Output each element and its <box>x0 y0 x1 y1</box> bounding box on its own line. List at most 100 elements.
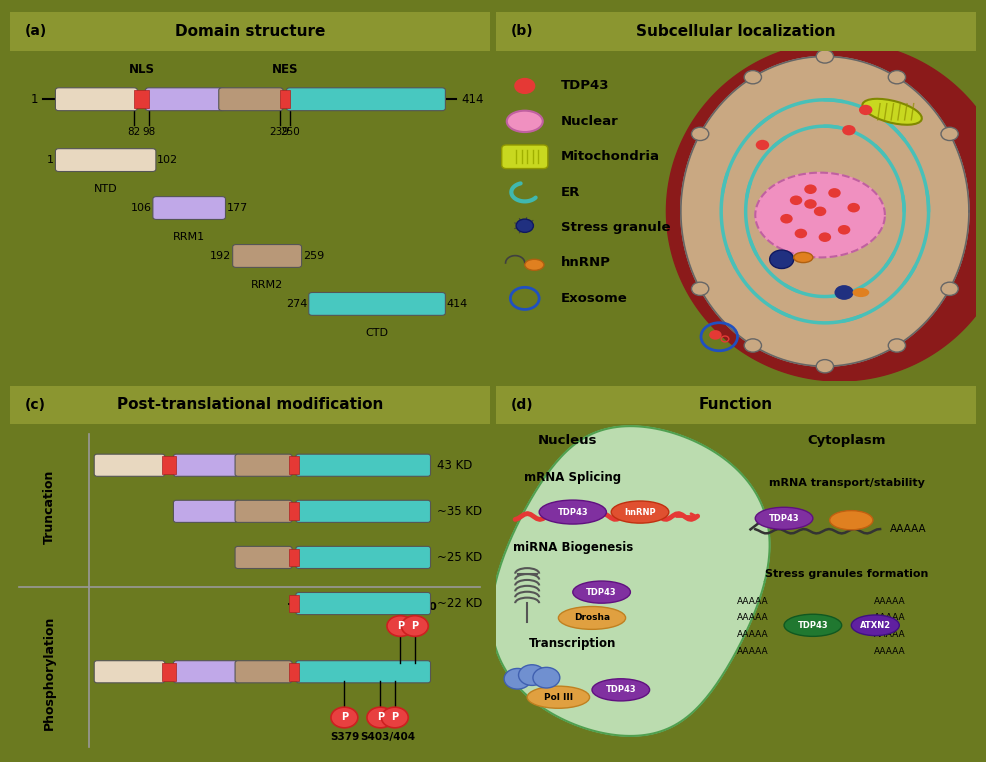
Text: Stress granules formation: Stress granules formation <box>765 568 928 578</box>
Text: 102: 102 <box>158 155 178 165</box>
Bar <box>289 502 299 520</box>
Circle shape <box>859 104 873 115</box>
Polygon shape <box>667 42 986 381</box>
Circle shape <box>941 127 958 140</box>
Text: TDP43: TDP43 <box>605 685 636 694</box>
Text: Transcription: Transcription <box>529 637 616 650</box>
Circle shape <box>516 219 533 232</box>
FancyBboxPatch shape <box>235 661 292 683</box>
Text: Pol III: Pol III <box>544 693 573 702</box>
Text: 414: 414 <box>461 93 484 106</box>
Text: (d): (d) <box>511 398 533 411</box>
Text: AAAAA: AAAAA <box>738 630 769 639</box>
Ellipse shape <box>592 679 650 701</box>
Bar <box>10 12 490 51</box>
Text: 259: 259 <box>303 251 324 261</box>
FancyBboxPatch shape <box>296 593 431 615</box>
Circle shape <box>532 668 560 688</box>
Text: P: P <box>341 712 348 722</box>
Circle shape <box>367 707 393 728</box>
Text: 239: 239 <box>270 127 290 137</box>
Text: 1: 1 <box>47 155 54 165</box>
Bar <box>496 386 976 424</box>
Ellipse shape <box>755 507 812 530</box>
Text: AAAAA: AAAAA <box>738 613 769 623</box>
Text: S379: S379 <box>329 732 359 741</box>
Circle shape <box>834 285 854 300</box>
Text: Post-translational modification: Post-translational modification <box>116 397 384 412</box>
Circle shape <box>790 196 803 205</box>
Ellipse shape <box>528 686 590 709</box>
FancyBboxPatch shape <box>287 88 446 110</box>
Text: NTD: NTD <box>94 184 117 194</box>
Polygon shape <box>755 173 884 258</box>
Text: Domain structure: Domain structure <box>175 24 325 39</box>
Text: P: P <box>391 712 398 722</box>
Text: Exosome: Exosome <box>561 292 627 305</box>
Text: TDP43: TDP43 <box>769 514 800 523</box>
Bar <box>10 386 490 424</box>
Text: TDP43: TDP43 <box>587 588 617 597</box>
Text: Mitochondria: Mitochondria <box>561 150 660 163</box>
Text: 192: 192 <box>210 251 232 261</box>
FancyBboxPatch shape <box>502 145 548 168</box>
Text: CTD: CTD <box>366 328 388 338</box>
Circle shape <box>755 139 769 150</box>
FancyBboxPatch shape <box>296 454 431 476</box>
Text: ER: ER <box>561 186 580 199</box>
Text: AAAAA: AAAAA <box>874 597 905 606</box>
Circle shape <box>770 250 794 268</box>
Bar <box>280 91 290 108</box>
Text: (b): (b) <box>511 24 533 38</box>
Text: Subcellular localization: Subcellular localization <box>636 24 836 39</box>
Ellipse shape <box>507 110 542 132</box>
FancyBboxPatch shape <box>174 661 241 683</box>
Bar <box>289 456 299 474</box>
Text: Stress granule: Stress granule <box>561 221 670 234</box>
FancyBboxPatch shape <box>95 661 165 683</box>
Text: 82: 82 <box>127 127 141 137</box>
Ellipse shape <box>851 615 899 636</box>
Circle shape <box>828 188 841 197</box>
Text: S403/404: S403/404 <box>360 732 415 741</box>
Text: (a): (a) <box>25 24 46 38</box>
Text: AAAAA: AAAAA <box>874 647 905 655</box>
Text: ~22 KD: ~22 KD <box>437 597 482 610</box>
FancyBboxPatch shape <box>296 546 431 568</box>
Text: mRNA transport/stability: mRNA transport/stability <box>768 479 925 488</box>
Text: P: P <box>411 621 418 631</box>
Text: 414: 414 <box>447 299 468 309</box>
Bar <box>496 12 976 51</box>
FancyBboxPatch shape <box>296 501 431 523</box>
Ellipse shape <box>539 500 606 524</box>
Text: TDP43: TDP43 <box>561 79 609 92</box>
Text: ~35 KD: ~35 KD <box>437 505 482 518</box>
Circle shape <box>888 71 905 84</box>
FancyBboxPatch shape <box>55 88 137 110</box>
FancyBboxPatch shape <box>153 197 226 219</box>
Ellipse shape <box>573 581 630 604</box>
Text: AAAAA: AAAAA <box>889 524 926 534</box>
Circle shape <box>941 282 958 296</box>
Text: AAAAA: AAAAA <box>874 630 905 639</box>
FancyBboxPatch shape <box>219 88 283 110</box>
Circle shape <box>842 125 856 136</box>
Bar <box>289 594 299 613</box>
FancyBboxPatch shape <box>235 501 292 523</box>
Text: P: P <box>396 621 404 631</box>
Text: hnRNP: hnRNP <box>624 507 656 517</box>
FancyBboxPatch shape <box>95 454 165 476</box>
Circle shape <box>691 282 709 296</box>
Text: mRNA Splicing: mRNA Splicing <box>525 471 621 485</box>
Text: 274: 274 <box>286 299 308 309</box>
FancyBboxPatch shape <box>233 245 302 267</box>
Circle shape <box>691 127 709 140</box>
Circle shape <box>795 229 808 239</box>
FancyBboxPatch shape <box>235 454 292 476</box>
Text: Nucleus: Nucleus <box>538 434 598 447</box>
FancyBboxPatch shape <box>146 88 226 110</box>
Text: Nuclear: Nuclear <box>561 115 618 128</box>
FancyBboxPatch shape <box>296 661 431 683</box>
Text: AAAAA: AAAAA <box>738 597 769 606</box>
Bar <box>134 91 149 108</box>
